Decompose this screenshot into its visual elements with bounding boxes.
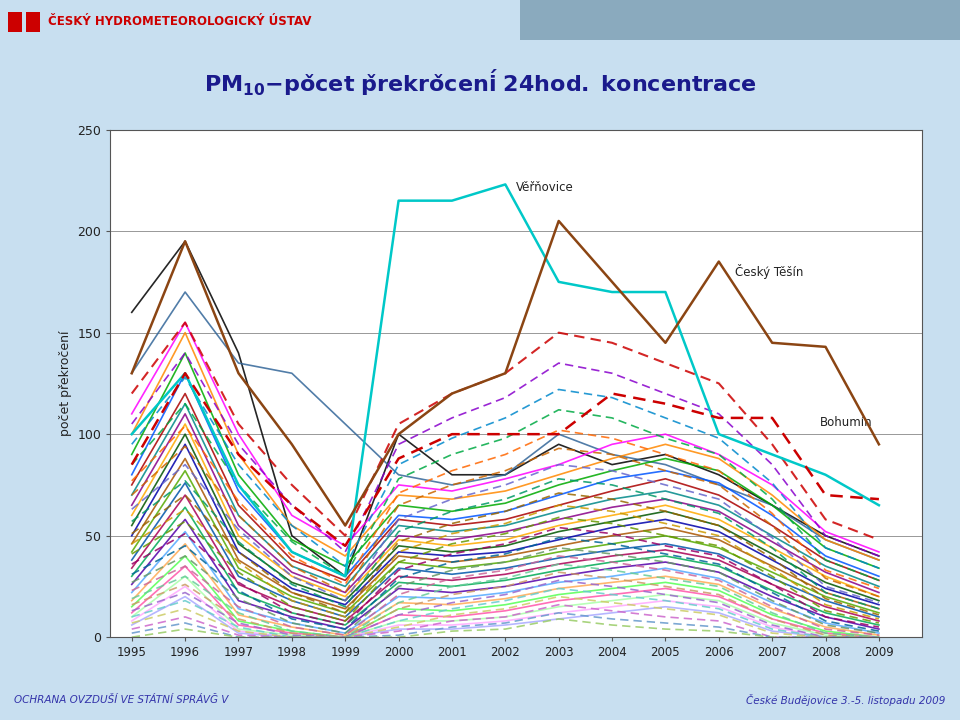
Text: České Budějovice 3.-5. listopadu 2009: České Budějovice 3.-5. listopadu 2009	[746, 694, 946, 706]
Text: Věřňovice: Věřňovice	[516, 181, 574, 194]
Bar	[26, 12, 40, 32]
Text: Bohumín: Bohumín	[820, 416, 873, 429]
Text: Český Těšín: Český Těšín	[734, 264, 804, 279]
Y-axis label: počet překročení: počet překročení	[59, 330, 72, 436]
Text: $\mathbf{PM_{10}}$$\mathbf{ - po\check{c}et\ p\check{r}ekro\check{c}en\'{i}\ 24h: $\mathbf{PM_{10}}$$\mathbf{ - po\check{c…	[204, 68, 756, 98]
Bar	[8, 12, 22, 32]
Bar	[520, 0, 960, 40]
Text: OCHRANA OVZDUŠÍ VE STÁTNÍ SPRÁVĞ V: OCHRANA OVZDUŠÍ VE STÁTNÍ SPRÁVĞ V	[14, 696, 228, 705]
Text: ČESKÝ HYDROMETEOROLOGICKÝ ÚSTAV: ČESKÝ HYDROMETEOROLOGICKÝ ÚSTAV	[48, 15, 311, 28]
